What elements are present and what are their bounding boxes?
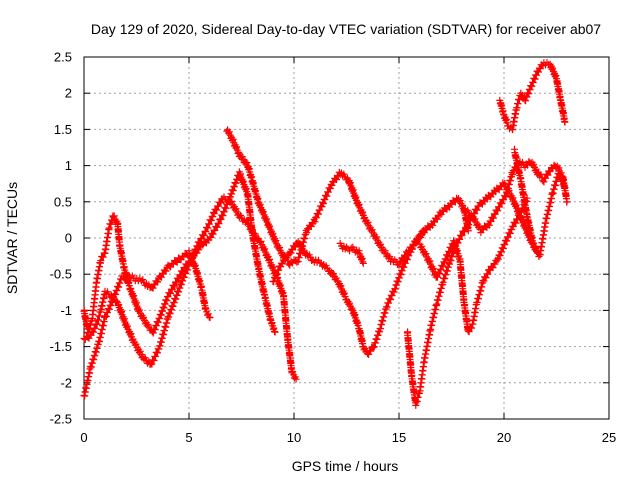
y-tick-label: 1.5	[54, 122, 72, 137]
y-axis-label: SDTVAR / TECUs	[4, 182, 20, 294]
series-track-3	[80, 168, 279, 369]
y-tick-labels: -2.5 -2 -1.5 -1 -0.5 0 0.5 1 1.5 2 2.5	[50, 50, 72, 427]
series-track-10	[496, 59, 569, 134]
plus-markers	[336, 239, 367, 267]
x-tick-label: 15	[392, 430, 406, 445]
series-track-8	[416, 194, 531, 336]
y-tick-label: -2.5	[50, 412, 72, 427]
data-marks	[80, 59, 571, 409]
y-tick-label: 2	[65, 86, 72, 101]
x-tick-labels: 0 5 10 15 20 25	[80, 430, 616, 445]
series-track-5	[269, 227, 428, 358]
x-tick-label: 10	[287, 430, 301, 445]
y-tick-label: 1	[65, 158, 72, 173]
y-tick-label: -2	[60, 375, 72, 390]
y-tick-label: 0	[65, 231, 72, 246]
series-track-11	[511, 145, 569, 260]
y-tick-label: 2.5	[54, 50, 72, 65]
y-tick-label: 0.5	[54, 194, 72, 209]
x-tick-label: 20	[497, 430, 511, 445]
plus-markers	[416, 194, 531, 336]
plus-markers	[496, 59, 569, 134]
plus-markers	[511, 145, 569, 260]
x-tick-label: 25	[602, 430, 616, 445]
plus-markers	[269, 227, 428, 358]
chart-title: Day 129 of 2020, Sidereal Day-to-day VTE…	[91, 21, 601, 37]
x-tick-label: 5	[185, 430, 192, 445]
y-tick-label: -1.5	[50, 339, 72, 354]
y-tick-label: -0.5	[50, 267, 72, 282]
series-track-6	[336, 239, 367, 267]
x-axis-label: GPS time / hours	[292, 458, 399, 474]
x-tick-label: 0	[80, 430, 87, 445]
axis-ticks	[83, 56, 610, 420]
y-tick-label: -1	[60, 303, 72, 318]
plus-markers	[80, 168, 279, 369]
